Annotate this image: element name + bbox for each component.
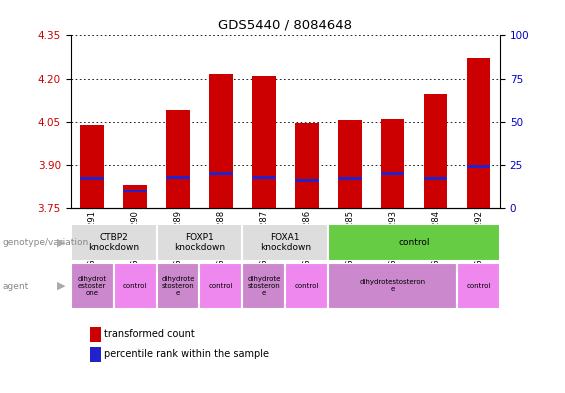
Bar	[71, 263, 114, 309]
Bar	[242, 263, 285, 309]
Text: ▶: ▶	[56, 281, 65, 291]
Title: GDS5440 / 8084648: GDS5440 / 8084648	[218, 18, 353, 31]
Text: control: control	[123, 283, 147, 289]
Bar	[123, 185, 147, 208]
Bar	[80, 125, 104, 208]
Text: CTBP2
knockdown: CTBP2 knockdown	[88, 233, 139, 252]
Bar	[424, 94, 447, 208]
Bar	[71, 224, 157, 261]
Bar	[467, 59, 490, 208]
Bar	[424, 178, 447, 180]
Bar	[114, 263, 157, 309]
Bar	[328, 224, 500, 261]
Bar	[381, 119, 405, 208]
Bar	[209, 74, 233, 208]
Bar	[166, 110, 190, 208]
Bar	[338, 178, 362, 180]
Bar	[467, 165, 490, 168]
Bar	[123, 189, 147, 193]
Bar	[252, 76, 276, 208]
Text: percentile rank within the sample: percentile rank within the sample	[104, 349, 269, 359]
Text: control: control	[398, 238, 430, 247]
Bar	[157, 224, 242, 261]
Bar	[381, 172, 405, 175]
Bar	[209, 172, 233, 175]
Text: dihydrote
stosteron
e: dihydrote stosteron e	[161, 276, 195, 296]
Text: FOXA1
knockdown: FOXA1 knockdown	[260, 233, 311, 252]
Text: control: control	[466, 283, 491, 289]
Text: dihydrot
estoster
one: dihydrot estoster one	[77, 276, 107, 296]
Bar	[166, 176, 190, 178]
Bar	[157, 263, 199, 309]
Text: ▶: ▶	[56, 238, 65, 248]
Text: FOXP1
knockdown: FOXP1 knockdown	[174, 233, 225, 252]
Bar	[80, 178, 104, 180]
Bar	[252, 176, 276, 178]
Bar	[328, 263, 457, 309]
Text: control: control	[294, 283, 319, 289]
Bar	[457, 263, 500, 309]
Bar	[295, 123, 319, 208]
Bar	[199, 263, 242, 309]
Text: genotype/variation: genotype/variation	[3, 239, 89, 247]
Text: dihydrote
stosteron
e: dihydrote stosteron e	[247, 276, 281, 296]
Text: agent: agent	[3, 282, 29, 290]
Bar	[242, 224, 328, 261]
Bar	[338, 120, 362, 208]
Bar	[285, 263, 328, 309]
Bar	[295, 179, 319, 182]
Text: transformed count: transformed count	[104, 329, 195, 340]
Text: control: control	[208, 283, 233, 289]
Text: dihydrotestosteron
e: dihydrotestosteron e	[359, 279, 426, 292]
